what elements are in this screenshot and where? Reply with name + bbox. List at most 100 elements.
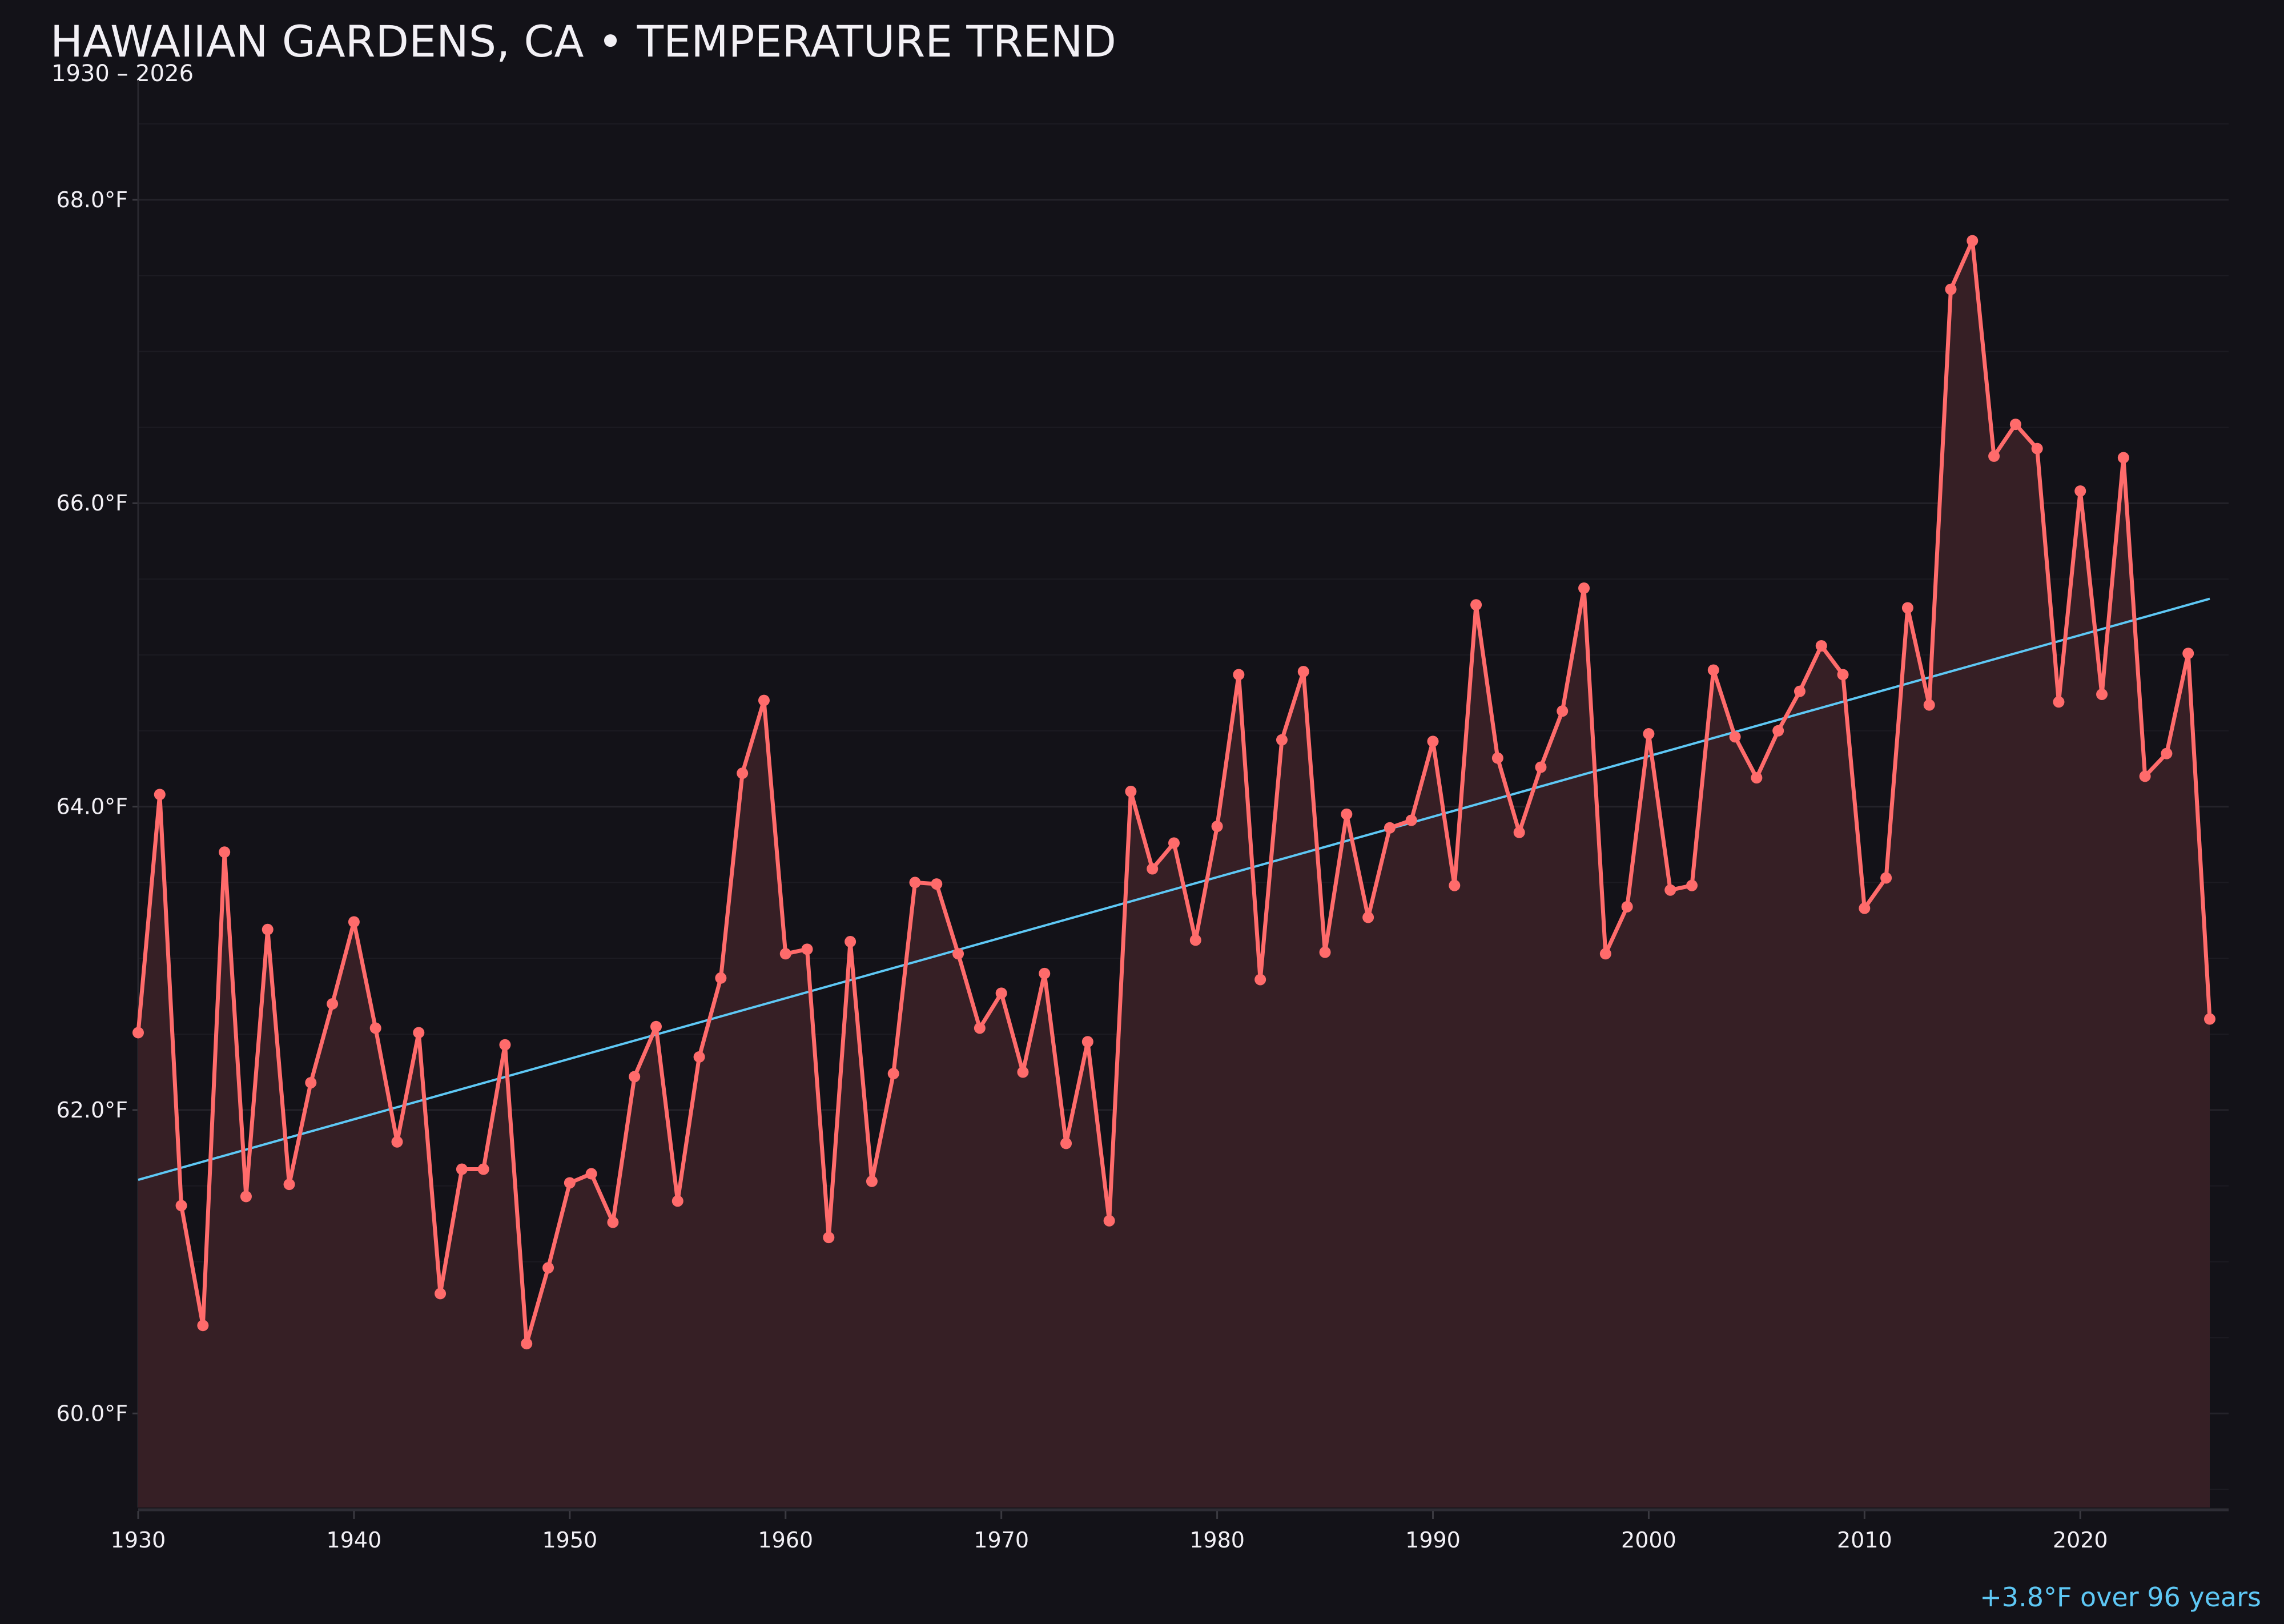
y-tick-label: 62.0°F	[57, 1098, 128, 1123]
data-point	[995, 987, 1007, 999]
data-point	[2117, 452, 2129, 464]
x-tick-label: 1980	[1189, 1527, 1245, 1553]
data-point	[1276, 734, 1288, 746]
data-point	[1233, 669, 1245, 681]
data-point	[1427, 735, 1439, 747]
data-point	[197, 1320, 209, 1332]
data-point	[629, 1071, 641, 1083]
data-point	[1535, 761, 1547, 773]
trend-line	[138, 597, 2210, 1181]
data-point	[2139, 770, 2151, 782]
x-tick-label: 1970	[974, 1527, 1029, 1553]
data-point	[369, 1022, 381, 1034]
data-point	[1794, 685, 1806, 697]
data-point	[283, 1179, 295, 1191]
data-point	[240, 1191, 252, 1203]
data-point	[1815, 640, 1827, 652]
data-point	[1901, 602, 1913, 614]
data-point	[693, 1051, 705, 1063]
data-point	[564, 1177, 576, 1189]
data-point	[1125, 786, 1137, 798]
data-point	[1686, 879, 1698, 891]
data-point	[715, 972, 727, 984]
y-tick-label: 60.0°F	[57, 1401, 128, 1426]
data-point	[1751, 772, 1763, 784]
area-fill	[138, 240, 2210, 1508]
data-point	[737, 767, 749, 779]
data-point	[1491, 752, 1503, 764]
data-point	[1945, 283, 1957, 295]
data-point	[1621, 901, 1633, 913]
data-point	[1405, 814, 1417, 826]
data-point	[845, 936, 856, 948]
x-tick-label: 2000	[1621, 1527, 1676, 1553]
data-point	[1837, 669, 1849, 681]
data-point	[132, 1027, 144, 1039]
data-point	[2204, 1013, 2215, 1025]
data-point	[1449, 879, 1461, 891]
chart-subtitle: 1930 – 2026	[51, 61, 194, 87]
data-point	[1578, 582, 1590, 594]
data-point	[607, 1216, 619, 1228]
data-point	[1988, 450, 2000, 462]
trend-annotation: +3.8°F over 96 years	[1980, 1582, 2261, 1613]
data-point	[1147, 863, 1159, 875]
data-point	[1859, 902, 1871, 914]
data-point	[542, 1262, 554, 1274]
data-point	[1664, 884, 1676, 896]
data-point	[1362, 911, 1374, 923]
data-point	[2031, 443, 2043, 455]
x-tick-label: 1960	[758, 1527, 813, 1553]
data-point	[1081, 1036, 1093, 1048]
data-point	[2074, 485, 2086, 497]
data-point	[1017, 1066, 1029, 1078]
data-point	[219, 846, 231, 858]
data-point	[1967, 235, 1979, 247]
data-point	[1513, 826, 1525, 838]
data-point	[758, 694, 770, 706]
x-tick-label: 2020	[2053, 1527, 2108, 1553]
x-tick-label: 1940	[327, 1527, 382, 1553]
y-tick-label: 66.0°F	[57, 491, 128, 516]
data-point	[305, 1077, 317, 1089]
data-point	[1254, 974, 1266, 986]
data-point	[456, 1163, 468, 1175]
data-point	[585, 1168, 597, 1180]
x-tick-label: 1950	[542, 1527, 597, 1553]
data-point	[435, 1288, 447, 1300]
data-point	[2182, 648, 2194, 660]
data-point	[262, 923, 274, 935]
data-point	[327, 998, 339, 1010]
data-point	[952, 948, 964, 960]
data-point	[521, 1338, 533, 1350]
data-point	[1168, 837, 1180, 849]
data-point	[1557, 705, 1569, 717]
data-point	[1189, 934, 1201, 946]
data-point	[931, 878, 943, 890]
data-point	[1880, 872, 1892, 884]
data-point	[974, 1022, 986, 1034]
data-point	[2009, 419, 2021, 431]
data-point	[1319, 946, 1331, 958]
data-point	[154, 789, 166, 801]
data-point	[1297, 666, 1309, 678]
data-point	[1643, 728, 1655, 740]
data-point	[1103, 1215, 1115, 1227]
data-point	[175, 1200, 187, 1212]
data-point	[2096, 688, 2108, 700]
data-point	[909, 877, 921, 889]
data-point	[391, 1136, 403, 1148]
data-point	[2161, 747, 2173, 759]
data-point	[1707, 664, 1719, 676]
data-point	[887, 1068, 899, 1080]
data-point	[477, 1163, 489, 1175]
data-point	[1211, 821, 1223, 833]
data-point	[1384, 822, 1396, 834]
data-point	[671, 1195, 683, 1207]
data-point	[1923, 699, 1935, 711]
y-tick-label: 68.0°F	[57, 187, 128, 212]
data-point	[348, 916, 360, 928]
data-point	[413, 1027, 425, 1039]
data-point	[499, 1039, 511, 1051]
